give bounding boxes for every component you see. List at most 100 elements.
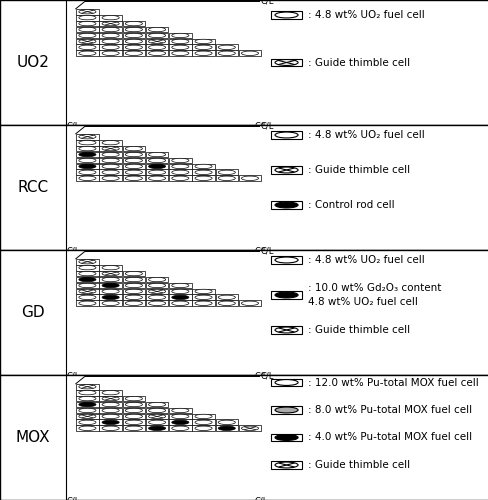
Bar bbox=[215, 294, 238, 300]
Circle shape bbox=[148, 414, 165, 418]
Bar bbox=[122, 50, 145, 56]
Bar bbox=[238, 300, 261, 306]
Bar bbox=[145, 32, 168, 38]
Text: MOX: MOX bbox=[16, 430, 50, 445]
Bar bbox=[76, 9, 99, 15]
Text: : Guide thimble cell: : Guide thimble cell bbox=[307, 165, 409, 175]
Circle shape bbox=[102, 16, 119, 20]
Bar bbox=[145, 158, 168, 164]
Bar bbox=[122, 176, 145, 181]
Bar bbox=[99, 265, 122, 270]
Bar bbox=[192, 38, 214, 44]
Bar bbox=[76, 414, 99, 420]
Bar bbox=[76, 152, 99, 158]
Circle shape bbox=[79, 146, 96, 151]
Bar bbox=[99, 176, 122, 181]
Circle shape bbox=[274, 12, 298, 18]
Bar bbox=[215, 50, 238, 56]
Text: C/L: C/L bbox=[254, 496, 268, 500]
Circle shape bbox=[102, 51, 119, 56]
Bar bbox=[145, 300, 168, 306]
Circle shape bbox=[102, 284, 119, 288]
Circle shape bbox=[79, 51, 96, 56]
Bar bbox=[122, 164, 145, 170]
Bar bbox=[271, 434, 301, 442]
Circle shape bbox=[274, 407, 298, 413]
Bar bbox=[192, 294, 214, 300]
Bar bbox=[145, 176, 168, 181]
Circle shape bbox=[171, 301, 188, 306]
Bar bbox=[215, 426, 238, 431]
Bar bbox=[76, 176, 99, 181]
Bar bbox=[99, 38, 122, 44]
Bar bbox=[99, 420, 122, 425]
Circle shape bbox=[148, 39, 165, 44]
Bar bbox=[122, 414, 145, 420]
Bar bbox=[99, 282, 122, 288]
Circle shape bbox=[79, 34, 96, 38]
Bar bbox=[169, 300, 191, 306]
Bar bbox=[215, 300, 238, 306]
Bar bbox=[271, 201, 301, 209]
Circle shape bbox=[102, 146, 119, 151]
Circle shape bbox=[102, 426, 119, 430]
Circle shape bbox=[79, 402, 96, 406]
Text: C/L: C/L bbox=[260, 371, 273, 380]
Text: : 4.8 wt% UO₂ fuel cell: : 4.8 wt% UO₂ fuel cell bbox=[307, 10, 424, 20]
Text: UO2: UO2 bbox=[17, 55, 49, 70]
Bar bbox=[122, 26, 145, 32]
Bar bbox=[145, 44, 168, 50]
Circle shape bbox=[171, 45, 188, 50]
Circle shape bbox=[125, 408, 142, 412]
Circle shape bbox=[195, 295, 212, 300]
Circle shape bbox=[79, 289, 96, 294]
Bar bbox=[122, 20, 145, 26]
Circle shape bbox=[125, 158, 142, 162]
Bar bbox=[122, 270, 145, 276]
Circle shape bbox=[171, 426, 188, 430]
Circle shape bbox=[171, 295, 188, 300]
Circle shape bbox=[125, 51, 142, 56]
Bar bbox=[169, 50, 191, 56]
Circle shape bbox=[274, 434, 298, 440]
Bar bbox=[122, 288, 145, 294]
Bar bbox=[76, 26, 99, 32]
Bar bbox=[145, 402, 168, 407]
Circle shape bbox=[274, 60, 298, 66]
Bar bbox=[76, 402, 99, 407]
Circle shape bbox=[79, 284, 96, 288]
Circle shape bbox=[195, 426, 212, 430]
Text: C/L: C/L bbox=[67, 246, 80, 255]
Bar bbox=[76, 164, 99, 170]
Bar bbox=[76, 38, 99, 44]
Circle shape bbox=[148, 34, 165, 38]
Bar bbox=[169, 38, 191, 44]
Bar bbox=[122, 32, 145, 38]
Circle shape bbox=[218, 51, 235, 56]
Circle shape bbox=[102, 278, 119, 281]
Circle shape bbox=[102, 295, 119, 300]
Bar bbox=[76, 282, 99, 288]
Circle shape bbox=[125, 426, 142, 430]
Bar bbox=[99, 396, 122, 402]
Circle shape bbox=[79, 301, 96, 306]
Bar bbox=[99, 390, 122, 396]
Circle shape bbox=[79, 278, 96, 281]
Circle shape bbox=[274, 380, 298, 386]
Bar bbox=[76, 158, 99, 164]
Circle shape bbox=[102, 39, 119, 44]
Circle shape bbox=[79, 384, 96, 389]
Circle shape bbox=[171, 176, 188, 180]
Circle shape bbox=[171, 34, 188, 38]
Bar bbox=[192, 170, 214, 175]
Bar bbox=[238, 426, 261, 431]
Bar bbox=[271, 131, 301, 139]
Bar bbox=[169, 164, 191, 170]
Bar bbox=[122, 158, 145, 164]
Circle shape bbox=[102, 164, 119, 168]
Circle shape bbox=[79, 176, 96, 180]
Circle shape bbox=[125, 301, 142, 306]
Circle shape bbox=[148, 152, 165, 156]
Circle shape bbox=[79, 22, 96, 26]
Circle shape bbox=[148, 158, 165, 162]
